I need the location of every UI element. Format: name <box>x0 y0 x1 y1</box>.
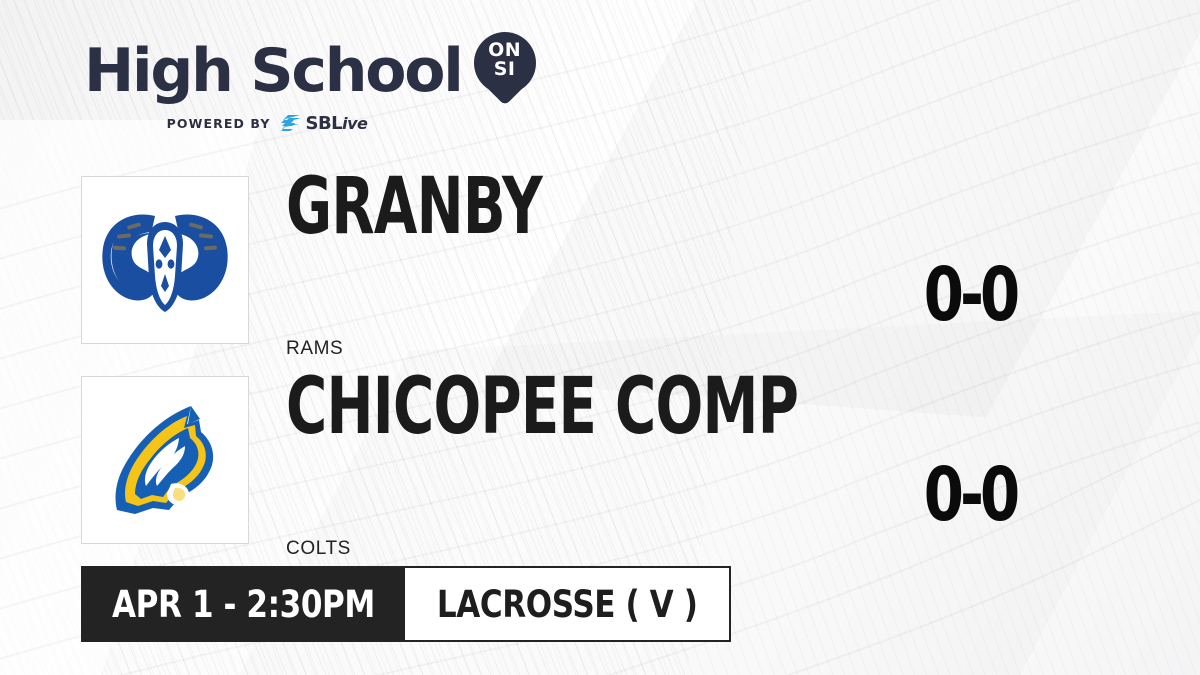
on-si-pin-icon: ON SI <box>473 32 536 110</box>
sblive-wordmark-italic: ive <box>342 113 368 133</box>
game-sport-label: LACROSSE ( V ) <box>436 582 698 626</box>
powered-by-row: POWERED BY SBLive <box>84 112 450 134</box>
team-name-primary: GRANBY <box>286 162 543 252</box>
sblive-wordmark-main: SBL <box>305 112 343 134</box>
pin-label-line2: SI <box>493 58 516 80</box>
brand-wordmark: High School <box>84 36 464 106</box>
team-logo-granby <box>81 176 249 344</box>
ram-head-icon <box>102 214 228 312</box>
game-datetime-chip: APR 1 - 2:30PM <box>81 566 405 642</box>
team-record-secondary: 0-0 <box>923 452 1020 538</box>
brand-header: High School ON SI POWERED BY SBLive <box>84 32 536 136</box>
sblive-wordmark: SBLive <box>305 113 367 134</box>
powered-by-label: POWERED BY <box>166 115 271 131</box>
pin-label-line1: ON <box>488 39 522 61</box>
team-logo-chicopee-comp <box>81 376 249 544</box>
colt-head-icon <box>115 406 214 514</box>
sblive-logo: SBLive <box>280 113 368 134</box>
pin-label: ON SI <box>474 41 536 79</box>
sblive-mark-icon <box>281 115 302 131</box>
brand-logo-row: High School ON SI <box>84 32 536 106</box>
game-datetime-label: APR 1 - 2:30PM <box>111 582 375 626</box>
pin-circle-shape <box>473 32 536 94</box>
team-record-primary: 0-0 <box>923 252 1020 338</box>
game-sport-chip: LACROSSE ( V ) <box>405 566 731 642</box>
team-name-secondary: CHICOPEE COMP <box>286 362 799 452</box>
team-mascot-primary: RAMS <box>286 338 344 359</box>
game-info-bar: APR 1 - 2:30PM LACROSSE ( V ) <box>81 566 731 642</box>
team-mascot-secondary: COLTS <box>286 538 351 559</box>
